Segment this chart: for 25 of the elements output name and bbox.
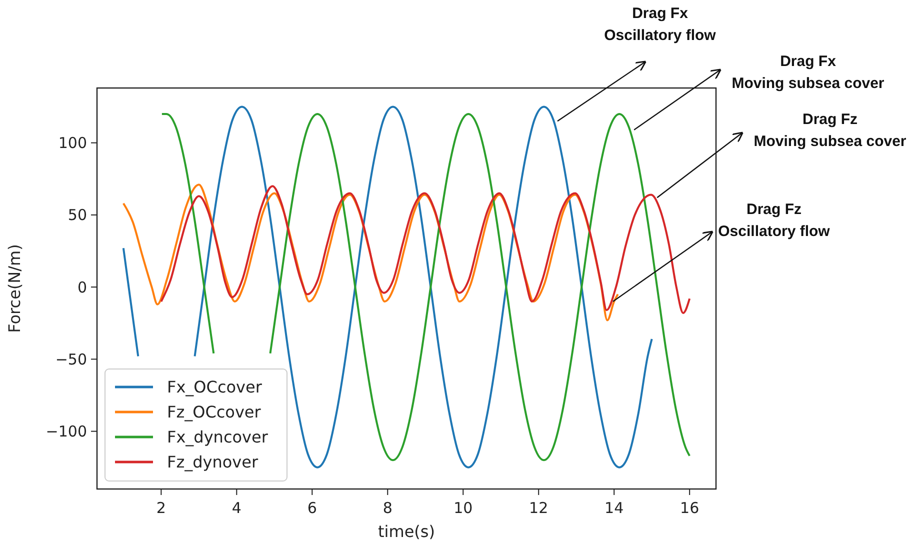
x-tick-label: 14: [604, 499, 624, 517]
annotation: Drag Fx Oscillatory flow: [604, 5, 716, 44]
y-tick-label: −50: [55, 350, 87, 368]
line-series: [122, 184, 619, 322]
y-axis-title: Force(N/m): [5, 244, 24, 333]
legend-label: Fx_OCcover: [167, 378, 262, 397]
y-tick-label: 100: [58, 134, 87, 152]
line-series: [160, 185, 691, 314]
x-tick-label: 2: [156, 499, 166, 517]
x-axis-title: time(s): [378, 522, 435, 541]
y-tick-label: 0: [77, 278, 87, 296]
legend-label: Fx_dyncover: [167, 428, 268, 447]
annotation: Drag Fx Moving subsea cover: [732, 53, 884, 92]
legend-label: Fz_dynover: [167, 452, 258, 472]
x-tick-label: 16: [680, 499, 700, 517]
legend-label: Fz_OCcover: [167, 402, 262, 422]
x-tick-label: 4: [232, 499, 242, 517]
annotation: Drag Fz Oscillatory flow: [718, 201, 830, 240]
x-tick-label: 8: [382, 499, 392, 517]
x-tick-label: 6: [307, 499, 317, 517]
y-tick-label: 50: [68, 206, 87, 224]
annotation: Drag Fz Moving subsea cover: [754, 111, 906, 150]
y-tick-label: −100: [46, 422, 87, 441]
x-tick-label: 10: [454, 499, 473, 517]
x-tick-label: 12: [529, 499, 548, 517]
